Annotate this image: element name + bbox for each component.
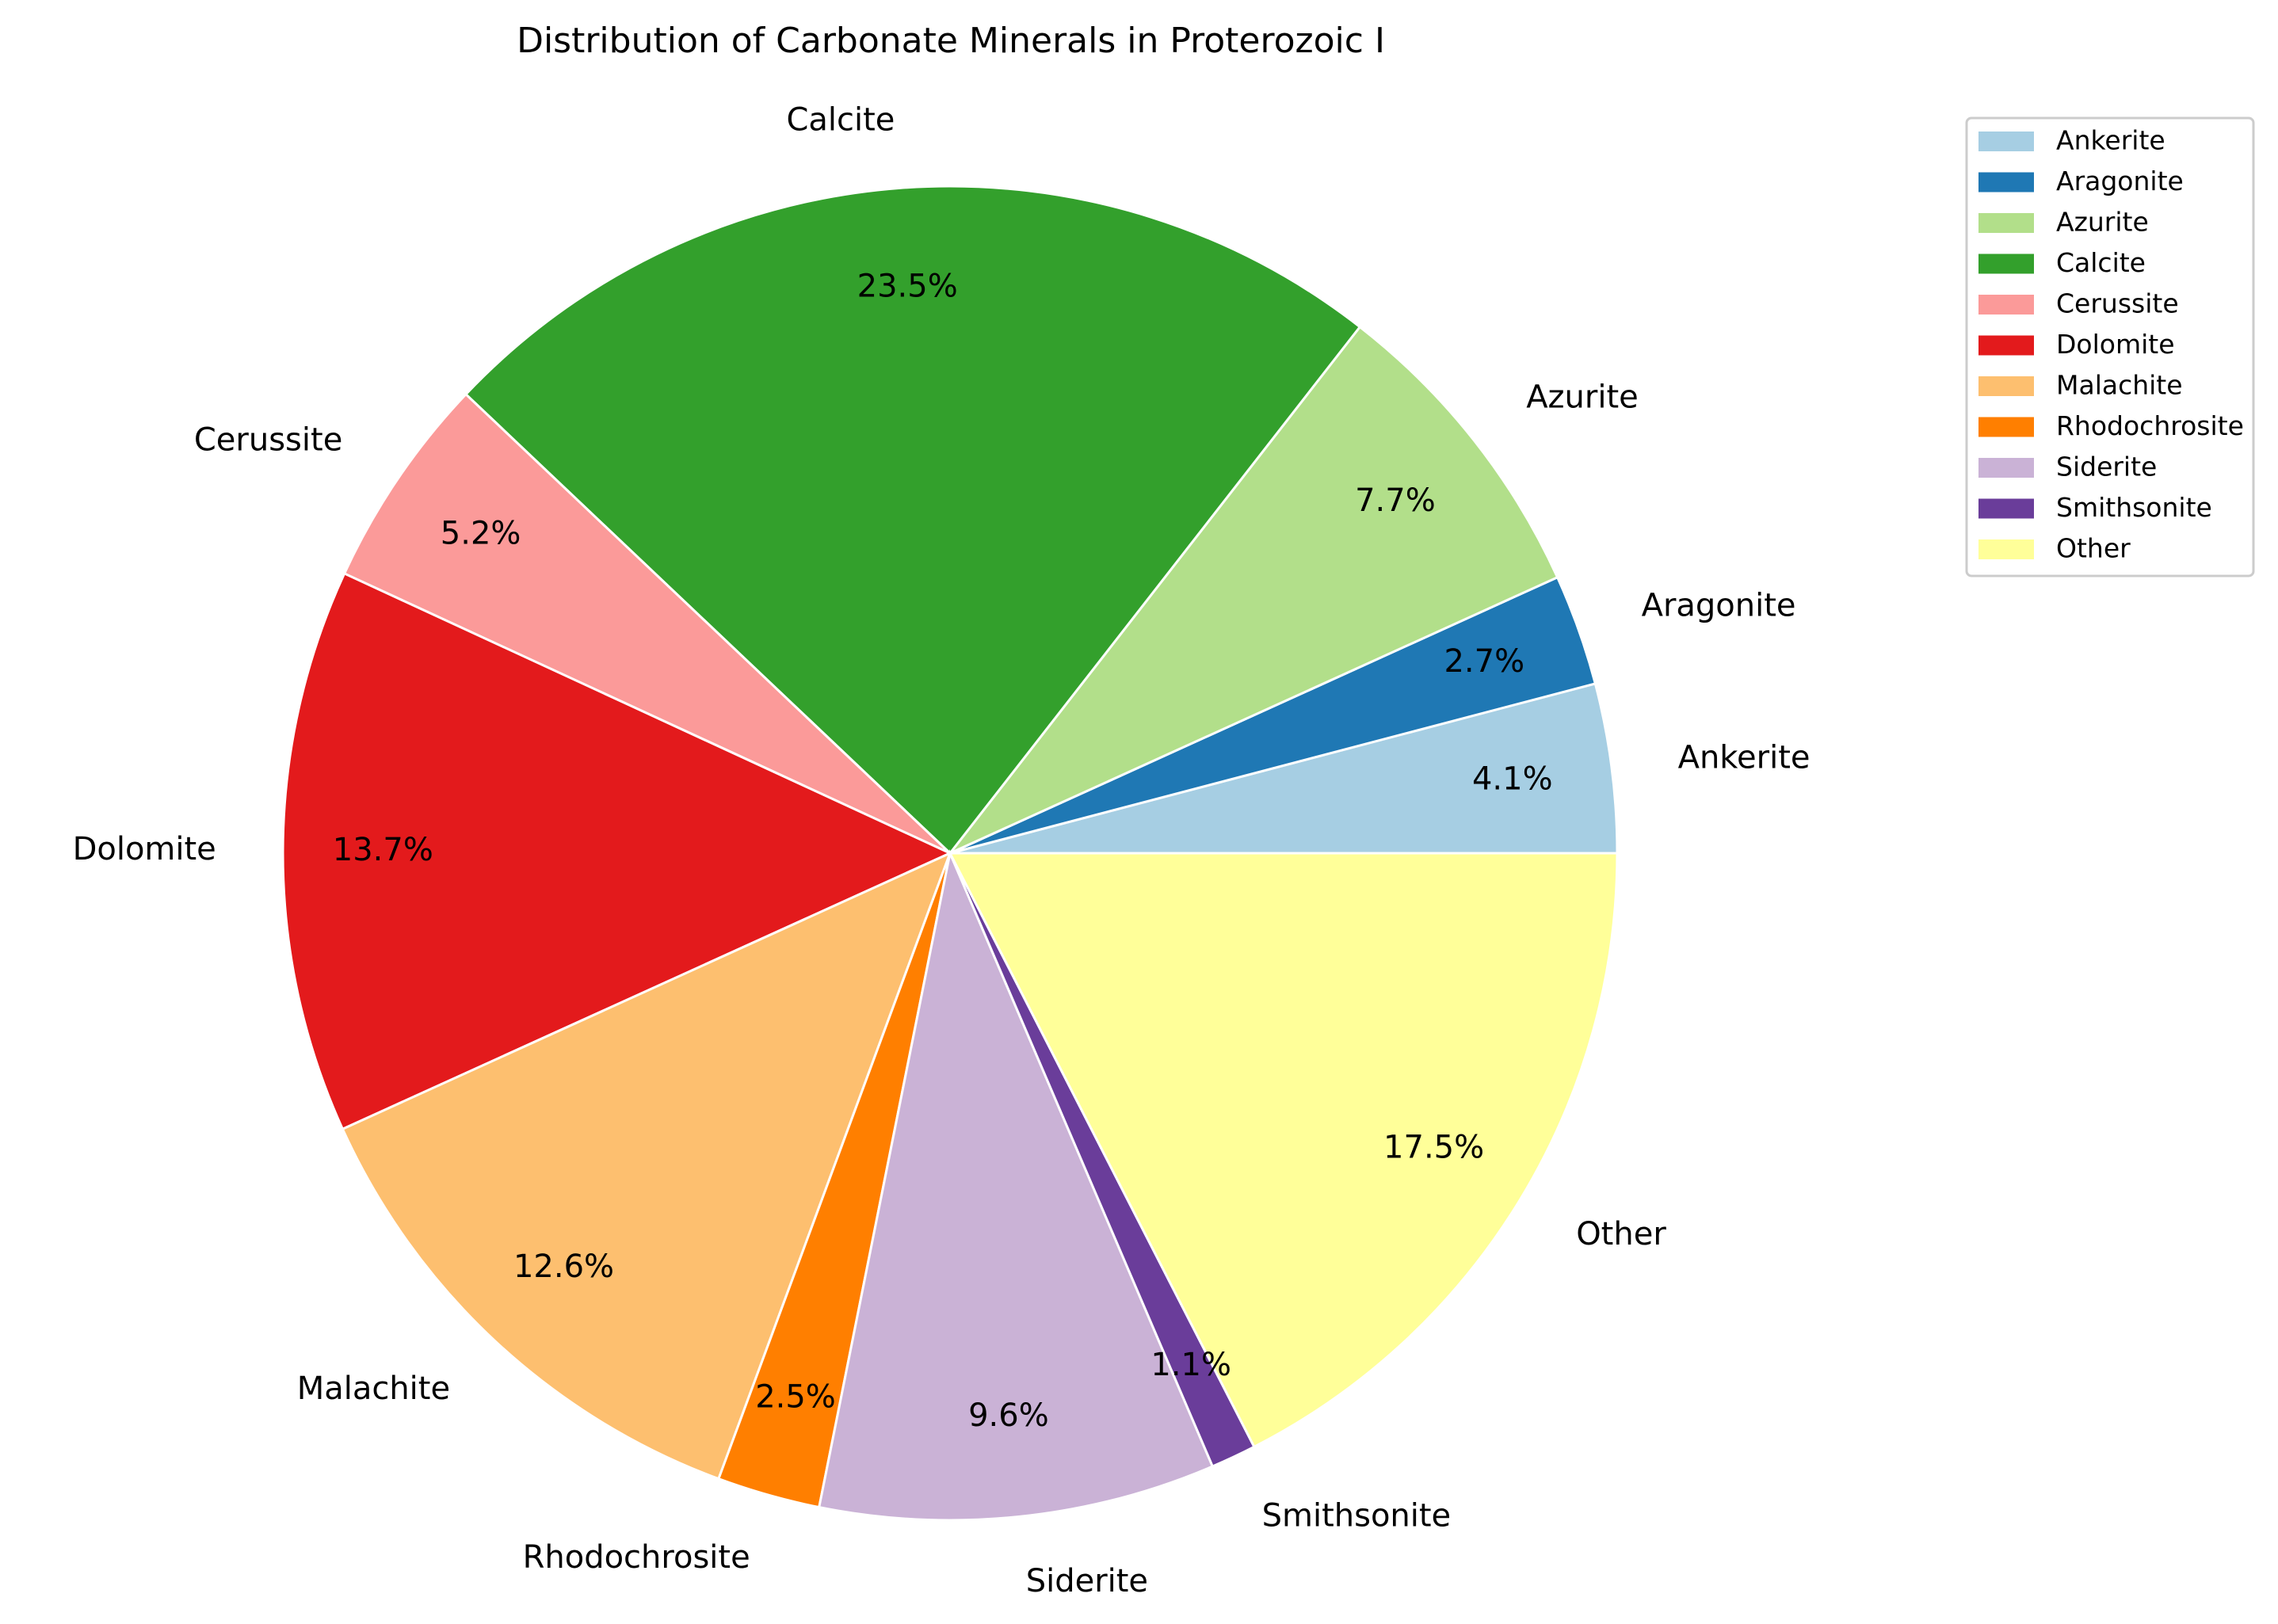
slice-labels: Ankerite 4.1% Aragonite 2.7% Azurite 7.7% Calc… — [73, 101, 1811, 1599]
legend-swatch-malachite — [1978, 376, 2034, 396]
slice-label-smithsonite: Smithsonite — [1262, 1497, 1452, 1534]
legend-swatch-smithsonite — [1978, 498, 2034, 519]
pct-label-other: 17.5% — [1383, 1129, 1484, 1165]
pie-slices — [281, 185, 1619, 1522]
pct-label-aragonite: 2.7% — [1444, 643, 1524, 680]
slice-label-other: Other — [1576, 1216, 1666, 1252]
pie-slice-other — [948, 852, 1619, 1449]
pie-slice-azurite — [948, 325, 1559, 855]
slice-label-siderite: Siderite — [1026, 1563, 1148, 1599]
legend-swatch-aragonite — [1978, 172, 2034, 193]
pct-label-calcite: 23.5% — [857, 268, 958, 304]
pie-slice-ankerite — [949, 682, 1619, 855]
legend-label-calcite: Calcite — [2056, 247, 2146, 278]
legend-label-smithsonite: Smithsonite — [2056, 492, 2212, 523]
slice-label-cerussite: Cerussite — [194, 421, 342, 458]
legend-label-aragonite: Aragonite — [2056, 166, 2184, 196]
legend-swatch-cerussite — [1978, 295, 2034, 315]
legend-swatch-rhodochrosite — [1978, 417, 2034, 437]
pct-label-ankerite: 4.1% — [1472, 761, 1553, 797]
slice-label-ankerite: Ankerite — [1678, 739, 1811, 776]
pie-slice-calcite — [464, 185, 1362, 856]
pct-label-siderite: 9.6% — [968, 1397, 1049, 1434]
legend-label-siderite: Siderite — [2056, 452, 2157, 482]
slice-label-rhodochrosite: Rhodochrosite — [523, 1539, 750, 1576]
legend-swatch-azurite — [1978, 213, 2034, 233]
slice-label-aragonite: Aragonite — [1642, 588, 1796, 624]
pie-slice-dolomite — [281, 571, 953, 1131]
legend-label-rhodochrosite: Rhodochrosite — [2056, 410, 2244, 441]
legend-label-malachite: Malachite — [2056, 370, 2183, 401]
legend: Ankerite Aragonite Azurite Calcite Cerussite… — [1965, 116, 2255, 578]
pct-label-dolomite: 13.7% — [333, 832, 433, 868]
pct-label-malachite: 12.6% — [513, 1248, 614, 1285]
slice-label-malachite: Malachite — [297, 1370, 450, 1407]
legend-label-ankerite: Ankerite — [2056, 125, 2165, 156]
slice-label-calcite: Calcite — [786, 101, 895, 138]
pct-label-azurite: 7.7% — [1355, 482, 1436, 519]
slice-label-azurite: Azurite — [1526, 379, 1639, 415]
legend-swatch-dolomite — [1978, 335, 2034, 356]
legend-label-azurite: Azurite — [2056, 207, 2149, 238]
legend-swatch-calcite — [1978, 254, 2034, 274]
pie-slice-siderite — [817, 848, 1215, 1522]
pct-label-smithsonite: 1.1% — [1150, 1347, 1231, 1383]
pct-label-rhodochrosite: 2.5% — [755, 1379, 836, 1416]
pie-slice-malachite — [341, 851, 952, 1481]
legend-frame — [1965, 116, 2255, 578]
slice-label-dolomite: Dolomite — [73, 831, 216, 867]
pie-slice-cerussite — [342, 392, 952, 855]
legend-swatch-siderite — [1978, 458, 2034, 478]
chart-title: Distribution of Carbonate Minerals in Pr… — [517, 21, 1385, 61]
legend-label-cerussite: Cerussite — [2056, 288, 2179, 319]
legend-swatch-other — [1978, 539, 2034, 559]
pct-label-cerussite: 5.2% — [441, 515, 521, 551]
legend-label-other: Other — [2056, 533, 2131, 564]
legend-swatch-ankerite — [1978, 132, 2034, 151]
legend-label-dolomite: Dolomite — [2056, 329, 2175, 360]
